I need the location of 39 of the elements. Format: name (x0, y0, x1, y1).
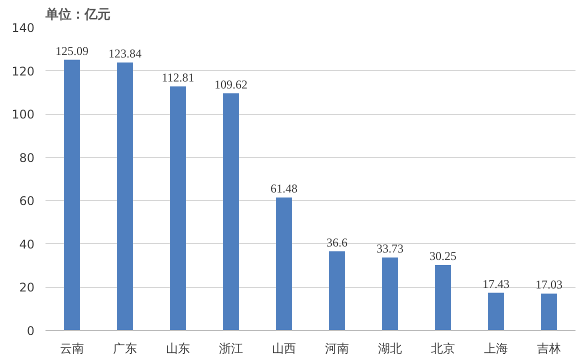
bar (329, 251, 345, 330)
data-label: 36.6 (326, 235, 348, 250)
data-label: 123.84 (108, 46, 142, 60)
y-tick-label: 60 (19, 194, 35, 208)
x-tick-label: 湖北 (378, 342, 402, 356)
x-tick-label: 云南 (60, 342, 84, 356)
x-tick-label: 上海 (484, 342, 508, 356)
x-tick-label: 山西 (272, 342, 296, 356)
x-tick-label: 山东 (166, 342, 190, 356)
x-tick-label: 吉林 (537, 342, 561, 356)
data-label: 61.48 (270, 181, 298, 196)
data-label: 33.73 (376, 242, 404, 256)
x-tick-label: 广东 (113, 342, 137, 356)
data-label: 17.03 (536, 278, 562, 292)
x-tick-label: 浙江 (219, 342, 243, 356)
bar (276, 197, 292, 330)
bar (64, 60, 80, 330)
bar (117, 62, 133, 330)
bar (435, 265, 451, 330)
y-tick-label: 80 (19, 150, 35, 165)
y-tick-label: 120 (12, 64, 34, 78)
y-tick-label: 140 (12, 21, 34, 35)
x-tick-label: 北京 (431, 342, 455, 356)
x-tick-label: 河南 (325, 342, 349, 356)
y-tick-label: 0 (26, 324, 35, 338)
y-tick-label: 40 (19, 237, 35, 252)
bar (223, 93, 239, 330)
bar (382, 258, 398, 330)
y-tick-label: 100 (12, 108, 34, 122)
data-label: 109.62 (214, 77, 248, 92)
y-tick-label: 20 (19, 280, 35, 295)
data-label: 30.25 (430, 249, 456, 264)
bar (170, 86, 186, 330)
data-label: 125.09 (56, 44, 88, 58)
bar (488, 292, 504, 330)
chart-title: 单位：亿元 (44, 6, 110, 22)
data-label: 112.81 (162, 70, 194, 84)
bar (541, 294, 557, 330)
data-label: 17.43 (482, 276, 510, 291)
